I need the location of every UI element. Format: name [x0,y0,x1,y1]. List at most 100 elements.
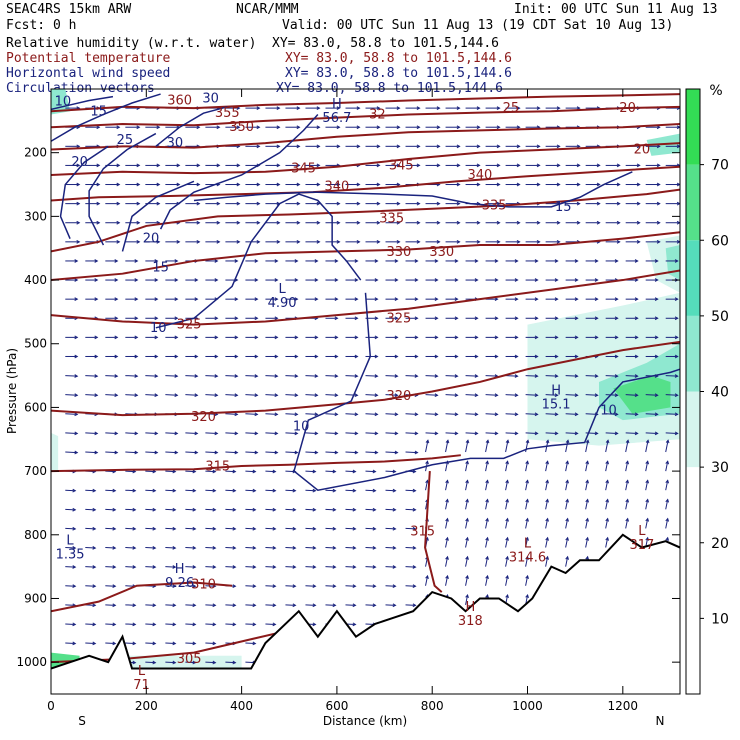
org-title: NCAR/MMM [236,2,299,17]
vector-head-698 [392,526,397,531]
vector-head-677 [585,498,590,503]
vector-head-737 [545,536,549,541]
vector-head-316 [194,297,199,302]
vector-470 [165,394,178,396]
extremum-type-0: H [332,97,342,112]
vector-616 [605,461,609,472]
vector-head-569 [294,450,299,455]
vector-641 [485,480,489,491]
theta-label-22: 20 [634,143,651,158]
vector-head-701 [445,517,449,522]
vector-head-602 [332,469,337,474]
vector-head-467 [114,393,119,398]
vector-head-186 [76,220,81,225]
field-rh-name: Relative humidity (w.r.t. water) [6,36,256,51]
vector-head-822 [392,603,397,608]
vector-head-548 [494,431,499,436]
vector-head-215 [656,220,661,225]
vector-head-633 [332,488,337,493]
vector-head-392 [474,335,479,340]
vector-head-331 [494,297,499,302]
vector-447 [325,375,338,377]
vector-head-662 [292,507,297,512]
vector-head-268 [474,259,479,263]
vector-449 [365,375,378,377]
vector-head-819 [332,603,337,608]
vector-head-851 [352,622,357,627]
vector-head-474 [254,393,259,398]
vector-head-585 [605,439,610,444]
vector-head-112 [456,163,461,168]
vector-head-119 [596,163,601,168]
vector-head-573 [374,450,379,455]
vector-head-351 [274,316,279,321]
x-tick-label-6: 1200 [608,699,639,713]
vector-467 [105,394,118,396]
vector-head-223 [196,239,201,244]
theta-contour-320-4 [51,340,680,417]
vector-541 [345,432,358,434]
vector-head-441 [214,374,219,378]
vector-head-567 [254,450,259,455]
vector-head-238 [496,239,501,244]
vector-head-32 [96,125,101,130]
vector-576 [425,440,429,453]
vector-head-153 [656,182,661,187]
vector-head-419 [394,354,399,359]
vector-head-201 [376,220,381,225]
vector-head-195 [256,220,261,225]
vector-578 [465,440,469,453]
vector-head-785 [272,584,277,588]
vector-head-380 [234,335,239,340]
vector-head-292 [334,278,339,282]
vector-445 [285,375,298,377]
vector-head-239 [516,239,521,244]
vector-head-300 [494,278,499,282]
vector-704 [505,518,509,529]
wind-label-3: 30 [167,136,184,151]
theta-label-0: 360 [167,93,192,108]
vector-508 [305,413,318,415]
vector-520 [545,413,558,415]
vector-head-83 [496,144,501,149]
vector-head-343 [114,316,119,321]
vector-head-817 [292,603,297,608]
vector-436 [105,375,118,377]
x-tick-label-5: 1000 [512,699,543,713]
vector-head-745 [92,565,97,569]
vector-head-705 [525,517,529,522]
vector-head-615 [585,460,590,465]
vector-head-488 [534,393,539,398]
vector-head-873 [172,641,177,646]
wind-contour-10-8 [155,193,362,329]
vector-head-97 [156,163,161,168]
theta-contour-330-6 [51,231,680,282]
vector-head-304 [574,278,579,282]
vector-head-707 [565,517,569,522]
vector-head-133 [256,182,261,187]
vector-head-371 [674,316,679,321]
vector-head-530 [134,431,139,436]
vector-head-286 [214,278,219,282]
vector-798 [525,575,529,586]
vector-head-12 [316,106,321,110]
vector-766 [505,556,509,567]
theta-label-1: 355 [215,106,240,121]
vector-head-610 [485,460,489,465]
vector-head-483 [434,393,439,398]
vector-543 [385,432,398,434]
vector-768 [545,556,549,567]
vector-head-220 [136,239,141,244]
vector-head-403 [74,354,79,359]
vector-575 [405,451,418,454]
vector-head-244 [616,239,621,244]
vector-head-578 [465,439,470,444]
theta-label-18: 305 [177,652,202,667]
vector-509 [325,413,338,415]
vector-head-556 [654,431,659,436]
vector-head-196 [276,220,281,225]
vector-head-786 [292,584,297,588]
vector-head-415 [314,354,319,359]
vector-head-111 [436,163,441,168]
vector-head-411 [234,354,239,359]
